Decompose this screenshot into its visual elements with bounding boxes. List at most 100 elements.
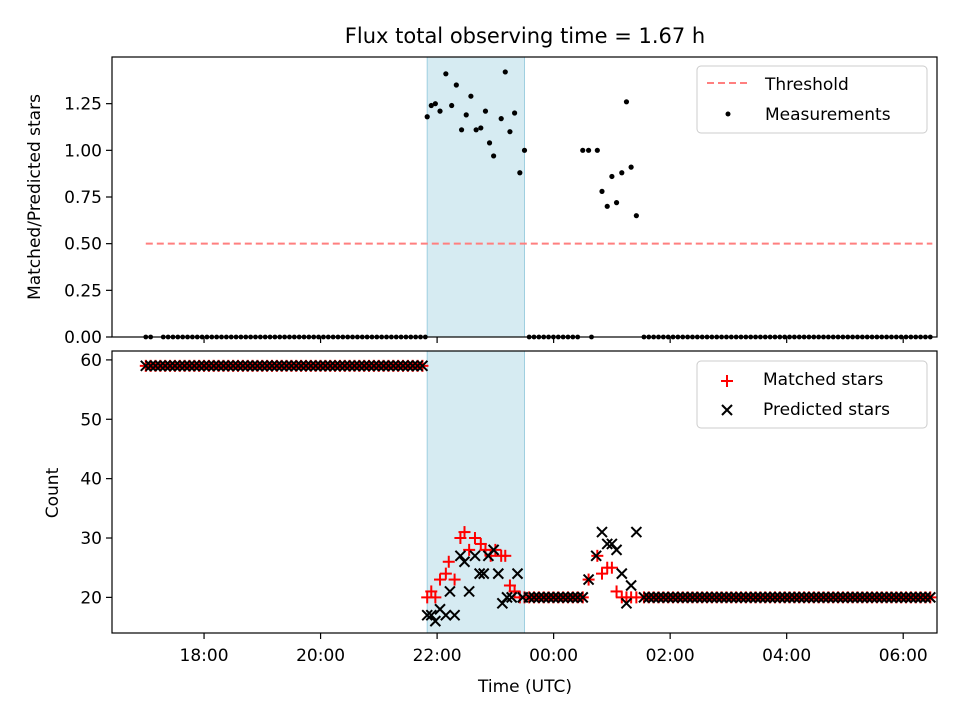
predicted-star-stroke-b xyxy=(657,591,670,604)
predicted-star-point xyxy=(764,591,776,604)
predicted-star-stroke-b xyxy=(832,591,844,604)
predicted-star-point xyxy=(246,360,259,372)
predicted-star-point xyxy=(754,591,767,604)
predicted-star-stroke-b xyxy=(856,591,869,604)
legend-matched-label: Matched stars xyxy=(763,370,883,390)
predicted-star-stroke-b xyxy=(798,591,810,604)
predicted-star-stroke-b xyxy=(324,360,336,372)
top-y-tick-label: 0.50 xyxy=(64,235,102,255)
predicted-star-stroke-b xyxy=(793,591,805,604)
top-panel: Flux total observing time = 1.67 h 0.000… xyxy=(25,24,938,348)
predicted-star-stroke-b xyxy=(314,360,327,372)
predicted-star-point xyxy=(783,591,796,604)
predicted-star-stroke-b xyxy=(730,591,742,604)
bottom-y-tick-label: 60 xyxy=(80,351,102,371)
predicted-star-stroke-b xyxy=(256,360,268,372)
predicted-star-point xyxy=(812,591,825,604)
predicted-star-stroke-b xyxy=(557,591,569,604)
predicted-star-stroke-b xyxy=(749,591,762,604)
predicted-star-point xyxy=(140,360,152,372)
predicted-star-stroke-b xyxy=(275,360,288,372)
legend-predicted-label: Predicted stars xyxy=(763,400,890,420)
x-tick-label: 06:00 xyxy=(879,646,928,666)
predicted-star-stroke-b xyxy=(769,591,781,604)
matched-star-point xyxy=(442,555,455,568)
predicted-star-stroke-b xyxy=(198,360,210,372)
predicted-star-stroke-b xyxy=(164,360,176,372)
predicted-star-point xyxy=(397,360,409,372)
predicted-star-point xyxy=(696,591,708,604)
predicted-star-point xyxy=(657,591,670,604)
predicted-star-point xyxy=(501,591,513,604)
predicted-star-stroke-b xyxy=(290,360,302,372)
predicted-star-point xyxy=(334,360,346,372)
predicted-star-stroke-b xyxy=(300,360,312,372)
predicted-star-point xyxy=(188,360,201,372)
predicted-star-point xyxy=(778,591,791,604)
legend-matched-swatch xyxy=(721,375,733,387)
measurement-point xyxy=(580,147,586,153)
predicted-star-stroke-b xyxy=(533,591,545,604)
predicted-star-point xyxy=(407,360,419,372)
observing-window-band-top xyxy=(426,56,525,338)
top-y-tick-label: 0.00 xyxy=(64,328,102,348)
x-tick-label: 18:00 xyxy=(180,646,229,666)
top-y-axis-label: Matched/Predicted stars xyxy=(25,94,45,300)
measurement-point xyxy=(453,82,459,88)
predicted-star-point xyxy=(237,360,249,372)
predicted-star-point xyxy=(387,360,400,372)
predicted-star-point xyxy=(159,360,171,372)
predicted-star-point xyxy=(827,591,839,604)
predicted-star-point xyxy=(643,591,655,604)
predicted-star-stroke-b xyxy=(562,591,574,604)
matched-star-point xyxy=(499,549,512,562)
predicted-star-point xyxy=(880,591,893,604)
x-tick-label: 00:00 xyxy=(529,646,578,666)
predicted-star-stroke-b xyxy=(638,591,650,604)
predicted-star-stroke-b xyxy=(900,591,912,604)
predicted-star-stroke-b xyxy=(876,591,888,604)
predicted-star-point xyxy=(285,360,298,372)
predicted-star-stroke-b xyxy=(149,360,162,372)
predicted-star-stroke-b xyxy=(444,585,456,598)
predicted-star-point xyxy=(149,360,162,372)
legend-measurements-swatch xyxy=(725,111,731,117)
predicted-star-point xyxy=(339,360,351,372)
predicted-star-stroke-b xyxy=(232,360,244,372)
predicted-star-stroke-b xyxy=(803,591,815,604)
predicted-star-stroke-b xyxy=(246,360,259,372)
predicted-star-stroke-b xyxy=(478,567,490,580)
predicted-star-point xyxy=(271,360,283,372)
predicted-star-stroke-b xyxy=(373,360,385,372)
predicted-star-stroke-b xyxy=(681,591,694,604)
predicted-star-point xyxy=(582,573,595,586)
bottom-y-ticks: 20 30 40 50 60 xyxy=(80,351,112,608)
measurement-point xyxy=(502,69,508,75)
predicted-star-point xyxy=(256,360,268,372)
predicted-star-point xyxy=(837,591,849,604)
predicted-stars-points xyxy=(140,360,936,627)
predicted-star-stroke-b xyxy=(808,591,820,604)
predicted-star-point xyxy=(280,360,293,372)
predicted-star-point xyxy=(382,360,395,372)
predicted-star-point xyxy=(348,360,361,372)
predicted-star-stroke-b xyxy=(846,591,859,604)
predicted-star-point xyxy=(876,591,888,604)
predicted-star-stroke-b xyxy=(353,360,366,372)
predicted-star-point xyxy=(448,609,461,621)
legend-measurements-label: Measurements xyxy=(765,105,891,125)
predicted-star-point xyxy=(905,591,917,604)
top-y-tick-label: 1.25 xyxy=(64,95,102,115)
predicted-star-point xyxy=(314,360,327,372)
predicted-star-stroke-b xyxy=(212,360,225,372)
predicted-star-stroke-b xyxy=(242,360,254,372)
predicted-star-point xyxy=(715,591,728,604)
predicted-star-point xyxy=(630,526,643,538)
predicted-star-point xyxy=(620,597,633,610)
predicted-star-point xyxy=(329,360,341,372)
predicted-star-stroke-b xyxy=(178,360,191,372)
predicted-star-stroke-b xyxy=(193,360,205,372)
predicted-star-stroke-b xyxy=(652,591,665,604)
predicted-star-point xyxy=(720,591,733,604)
predicted-star-stroke-b xyxy=(677,591,689,604)
